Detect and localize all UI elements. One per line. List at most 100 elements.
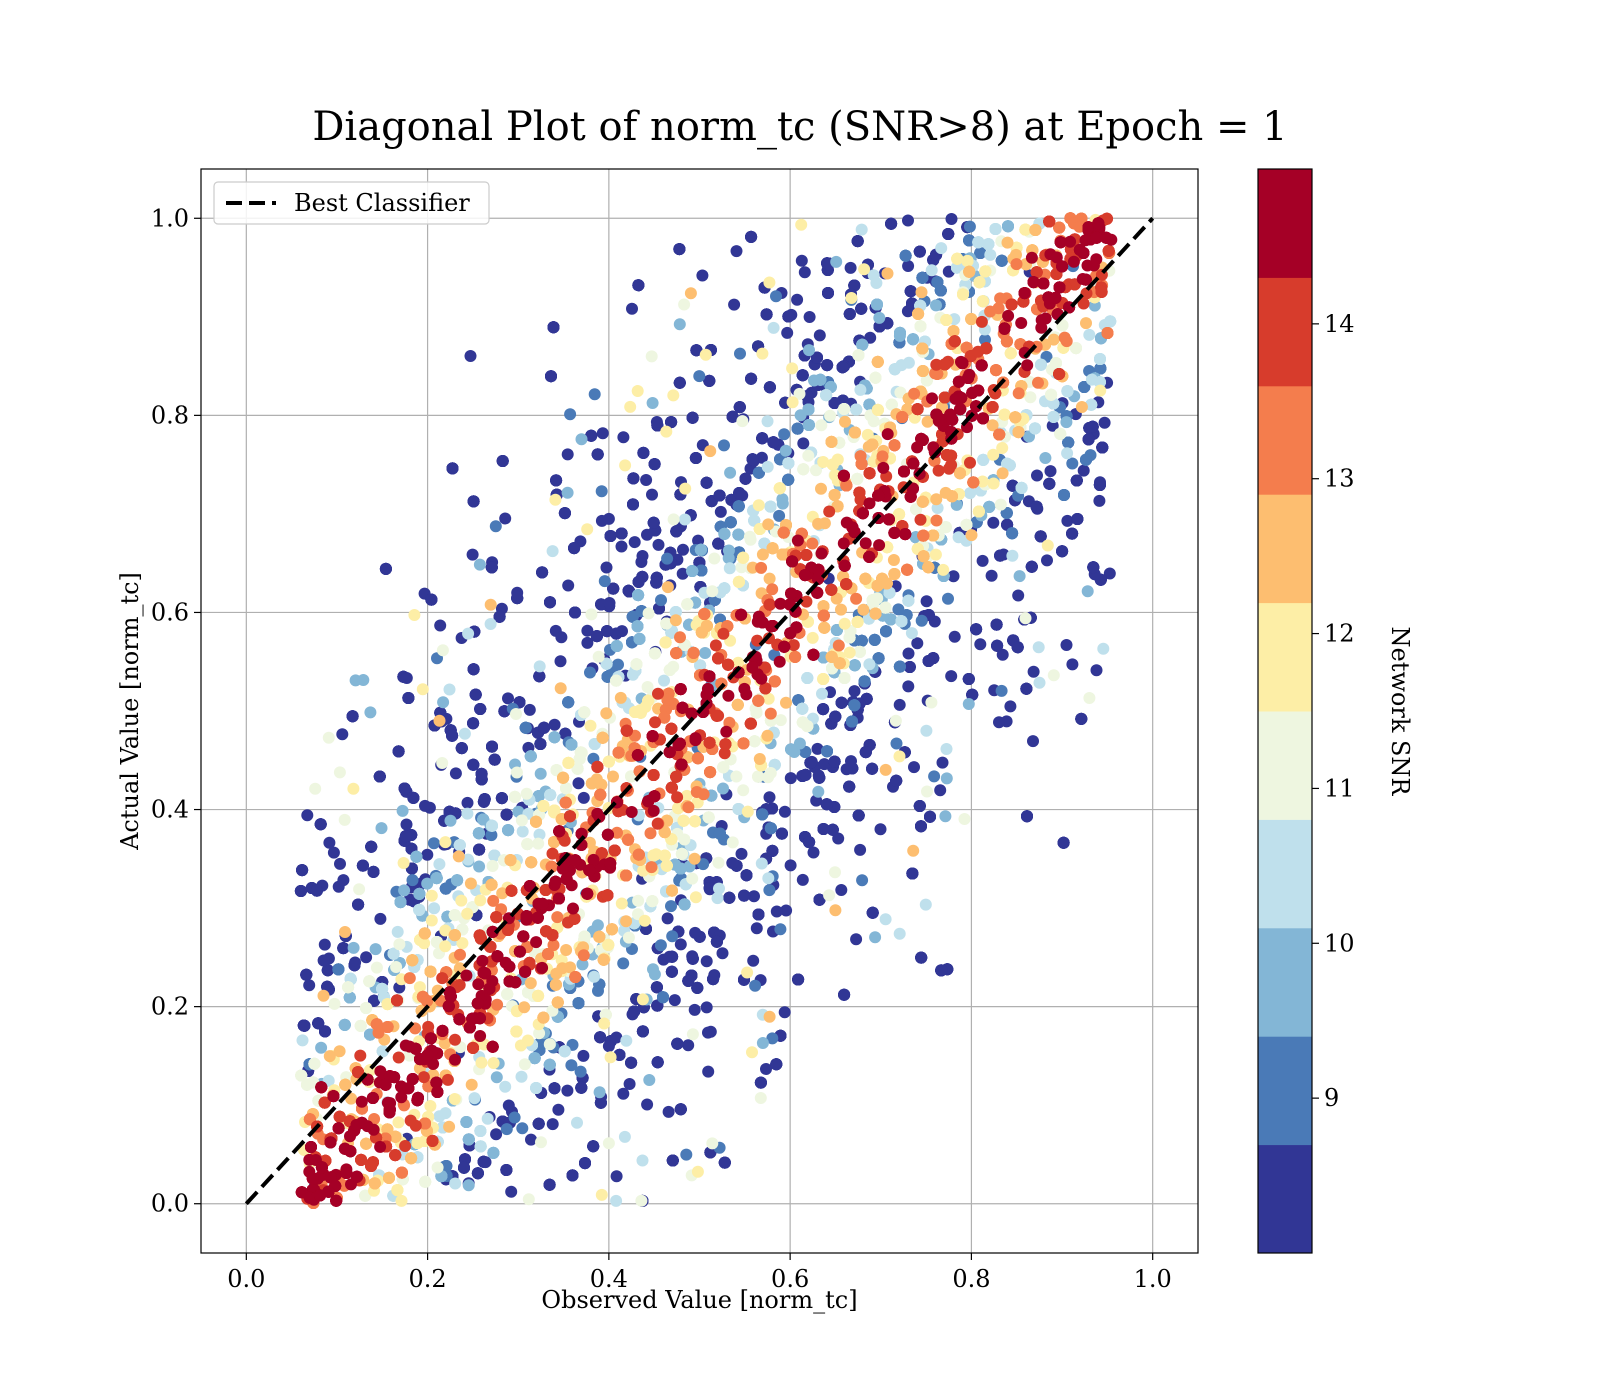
scatter-point (1039, 452, 1052, 464)
scatter-point (610, 1170, 623, 1183)
scatter-point (588, 388, 601, 401)
scatter-point (399, 830, 412, 843)
scatter-point (453, 839, 466, 852)
scatter-point (548, 731, 561, 744)
scatter-point (902, 356, 915, 369)
scatter-point (323, 836, 336, 849)
scatter-point (648, 458, 661, 471)
scatter-point (294, 885, 307, 897)
scatter-point (489, 520, 502, 533)
scatter-point (515, 814, 528, 827)
scatter-point (866, 594, 879, 607)
scatter-point (794, 409, 807, 422)
scatter-point (762, 872, 775, 885)
scatter-point (723, 891, 736, 904)
scatter-point (360, 951, 373, 964)
scatter-point (730, 245, 743, 258)
scatter-point (824, 409, 837, 422)
scatter-point (893, 927, 906, 940)
scatter-point (852, 809, 865, 822)
scatter-point (915, 614, 928, 627)
scatter-point (798, 266, 811, 279)
scatter-point (625, 1056, 638, 1069)
scatter-point (510, 708, 522, 720)
scatter-point (869, 931, 882, 944)
scatter-point (680, 1148, 693, 1161)
scatter-point (674, 862, 687, 875)
scatter-point (1103, 567, 1116, 580)
scatter-point (1006, 527, 1019, 540)
scatter-point (585, 429, 598, 442)
scatter-point (1027, 665, 1040, 678)
scatter-point (654, 939, 667, 952)
scatter-point (774, 923, 787, 936)
scatter-point (782, 457, 795, 470)
scatter-point (838, 988, 851, 1001)
scatter-point (892, 603, 905, 616)
scatter-point (760, 308, 773, 321)
scatter-point (907, 333, 919, 346)
scatter-point (1030, 500, 1043, 513)
scatter-point (594, 1096, 607, 1109)
scatter-point (724, 466, 737, 479)
scatter-point (712, 537, 725, 550)
scatter-point (922, 655, 935, 667)
scatter-point (413, 887, 426, 900)
scatter-point (1019, 612, 1032, 625)
scatter-point (461, 796, 474, 809)
scatter-point (792, 973, 805, 986)
scatter-point (532, 837, 545, 850)
scatter-point (439, 882, 452, 895)
scatter-point (522, 1193, 535, 1206)
scatter-point (451, 874, 464, 887)
scatter-point (689, 926, 702, 939)
scatter-point (945, 670, 958, 683)
scatter-point (694, 543, 707, 556)
scatter-point (572, 777, 585, 790)
scatter-point (298, 1019, 311, 1032)
scatter-point (803, 836, 816, 849)
scatter-point (642, 607, 655, 620)
scatter-point (706, 585, 719, 598)
scatter-point (668, 994, 681, 1007)
scatter-point (1012, 589, 1025, 602)
scatter-point (718, 439, 730, 452)
scatter-point (853, 645, 866, 658)
scatter-point (855, 223, 868, 236)
scatter-point (692, 534, 705, 547)
scatter-point (446, 729, 459, 742)
scatter-point (797, 437, 810, 450)
scatter-point (1033, 676, 1046, 689)
scatter-point (666, 930, 679, 943)
scatter-point (521, 838, 534, 851)
scatter-point (410, 850, 423, 863)
scatter-point (603, 597, 616, 609)
scatter-point (1029, 422, 1041, 435)
scatter-point (652, 538, 665, 551)
scatter-point (843, 631, 856, 644)
scatter-point (718, 1156, 731, 1169)
scatter-point (677, 543, 689, 556)
scatter-point (737, 784, 750, 797)
scatter-point (436, 757, 449, 769)
scatter-point (577, 791, 590, 804)
scatter-point (673, 318, 686, 331)
scatter-point (802, 419, 815, 431)
scatter-point (902, 594, 915, 607)
scatter-point (552, 1103, 565, 1116)
scatter-point (775, 827, 788, 840)
scatter-point (1061, 385, 1074, 398)
scatter-point (1081, 585, 1094, 598)
scatter-point (566, 1169, 579, 1182)
scatter-point (636, 1154, 649, 1167)
scatter-point (400, 672, 413, 684)
scatter-point (848, 659, 861, 672)
scatter-point (874, 823, 887, 836)
scatter-point (673, 376, 686, 389)
scatter-point (356, 859, 369, 872)
scatter-point (851, 235, 864, 248)
scatter-point (321, 980, 334, 993)
scatter-point (473, 558, 486, 571)
scatter-point (739, 472, 752, 485)
scatter-point (662, 1105, 675, 1118)
